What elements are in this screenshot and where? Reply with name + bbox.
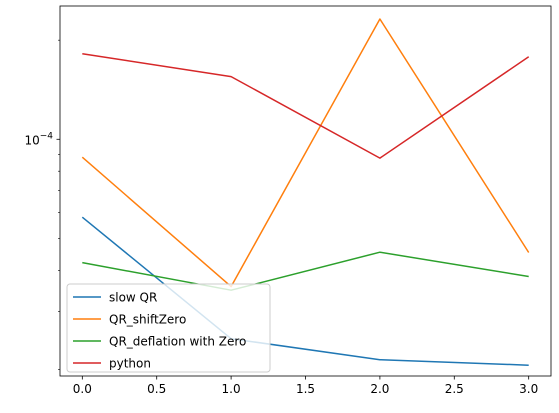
legend-label: python — [109, 357, 151, 371]
series-lines — [81, 18, 530, 366]
y-axis-ticks: 10−4 — [24, 39, 60, 370]
series-line-python — [82, 52, 530, 159]
legend-label: slow QR — [109, 291, 157, 305]
x-tick-label: 1.5 — [296, 382, 315, 396]
y-tick-exponent: −4 — [40, 131, 54, 141]
legend-label: QR_deflation with Zero — [109, 335, 246, 349]
x-tick-label: 1.0 — [222, 382, 241, 396]
x-tick-label: 2.5 — [445, 382, 464, 396]
legend: slow QR QR_shiftZero QR_deflation with Zer… — [66, 283, 271, 373]
x-tick-label: 0.0 — [73, 382, 92, 396]
x-tick-label: 2.0 — [370, 382, 389, 396]
y-tick-label: 10−4 — [24, 131, 53, 147]
legend-box — [66, 283, 271, 373]
x-tick-label: 0.5 — [147, 382, 166, 396]
y-tick-base: 10 — [24, 133, 39, 147]
legend-label: QR_shiftZero — [109, 313, 186, 327]
x-tick-label: 3.0 — [519, 382, 538, 396]
series-line-slow-qr — [81, 216, 529, 366]
series-line-qr-shiftzero — [81, 18, 530, 288]
series-line-qr-deflation-with-zero — [82, 251, 529, 291]
x-axis-ticks: 0.0 0.5 1.0 1.5 2.0 2.5 3.0 — [73, 376, 538, 396]
